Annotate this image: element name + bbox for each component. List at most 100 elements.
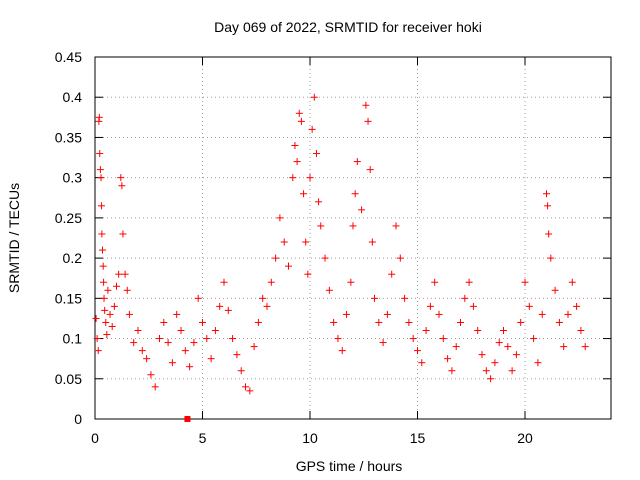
data-point [383, 310, 391, 318]
data-point [353, 158, 361, 166]
data-point [295, 109, 303, 117]
data-point [482, 367, 490, 375]
data-gap-marker [184, 416, 191, 422]
data-point [104, 286, 112, 294]
data-point [211, 327, 219, 335]
data-point [97, 174, 105, 182]
data-point [474, 327, 482, 335]
data-point [99, 262, 107, 270]
x-tick-label: 20 [517, 430, 533, 446]
data-point [379, 339, 387, 347]
data-point [123, 286, 131, 294]
data-point [525, 302, 533, 310]
data-point [237, 367, 245, 375]
data-point [143, 355, 151, 363]
data-point [366, 166, 374, 174]
data-point [310, 93, 318, 101]
data-point [544, 202, 552, 210]
data-point [491, 359, 499, 367]
data-point [364, 117, 372, 125]
data-point [207, 355, 215, 363]
data-point [233, 351, 241, 359]
y-tick-label: 0.4 [63, 89, 83, 105]
data-point [118, 182, 126, 190]
data-point [190, 339, 198, 347]
plot-frame [94, 56, 612, 420]
data-point [115, 270, 123, 278]
data-point [338, 347, 346, 355]
data-point [92, 314, 100, 322]
data-points [92, 93, 589, 395]
data-point [388, 270, 396, 278]
data-point [151, 383, 159, 391]
data-point [100, 278, 108, 286]
data-point [216, 302, 224, 310]
data-point [581, 343, 589, 351]
x-tick-label: 10 [302, 430, 318, 446]
data-point [521, 278, 529, 286]
data-point [371, 294, 378, 302]
data-point [368, 238, 376, 246]
data-point [418, 359, 426, 367]
y-tick-label: 0.35 [55, 129, 82, 145]
y-tick-label: 0.15 [55, 290, 82, 306]
data-point [100, 294, 108, 302]
data-point [302, 238, 310, 246]
x-axis-label: GPS time / hours [296, 458, 403, 474]
data-point [405, 318, 413, 326]
x-tick-label: 5 [199, 430, 207, 446]
data-point [500, 327, 507, 335]
data-point [194, 294, 202, 302]
data-point [573, 302, 581, 310]
data-point [534, 359, 542, 367]
data-point [250, 343, 258, 351]
y-tick-label: 0 [74, 411, 82, 427]
data-point [134, 327, 142, 335]
data-point [457, 318, 464, 326]
data-point [396, 254, 404, 262]
data-point [254, 318, 262, 326]
data-point [362, 101, 370, 109]
axis-ticks: 0 0.05 0.1 0.15 0.2 0.25 0.3 0.35 0.4 0.45 0 5 10 15 2… [55, 49, 611, 446]
data-point [530, 335, 538, 343]
data-point [334, 335, 342, 343]
data-point [293, 158, 301, 166]
data-point [439, 335, 447, 343]
data-point [325, 286, 333, 294]
data-point [280, 238, 288, 246]
data-point [347, 278, 355, 286]
y-tick-label: 0.3 [63, 170, 83, 186]
data-point [551, 286, 559, 294]
data-point [173, 310, 181, 318]
data-point [276, 214, 284, 222]
data-point [113, 282, 120, 290]
data-point [101, 306, 109, 314]
data-point [160, 318, 168, 326]
data-point [555, 318, 563, 326]
data-point [304, 270, 312, 278]
data-point [95, 113, 103, 121]
data-point [414, 347, 421, 355]
data-point [186, 363, 194, 371]
data-point [229, 335, 237, 343]
data-point [315, 198, 323, 206]
data-point [545, 230, 553, 238]
grid-lines [95, 57, 611, 419]
data-point [138, 347, 146, 355]
data-point [343, 310, 351, 318]
data-point [409, 335, 417, 343]
data-point [300, 190, 308, 198]
data-point [330, 318, 338, 326]
data-point [99, 246, 107, 254]
data-point [125, 310, 133, 318]
y-tick-label: 0.2 [63, 250, 83, 266]
data-point [181, 347, 189, 355]
y-tick-label: 0.45 [55, 49, 82, 65]
chart-title: Day 069 of 2022, SRMTID for receiver hok… [214, 19, 482, 35]
data-point [351, 190, 359, 198]
data-point [106, 310, 114, 318]
data-point [317, 222, 325, 230]
data-point [291, 141, 299, 149]
data-point [517, 318, 525, 326]
data-point [375, 318, 383, 326]
